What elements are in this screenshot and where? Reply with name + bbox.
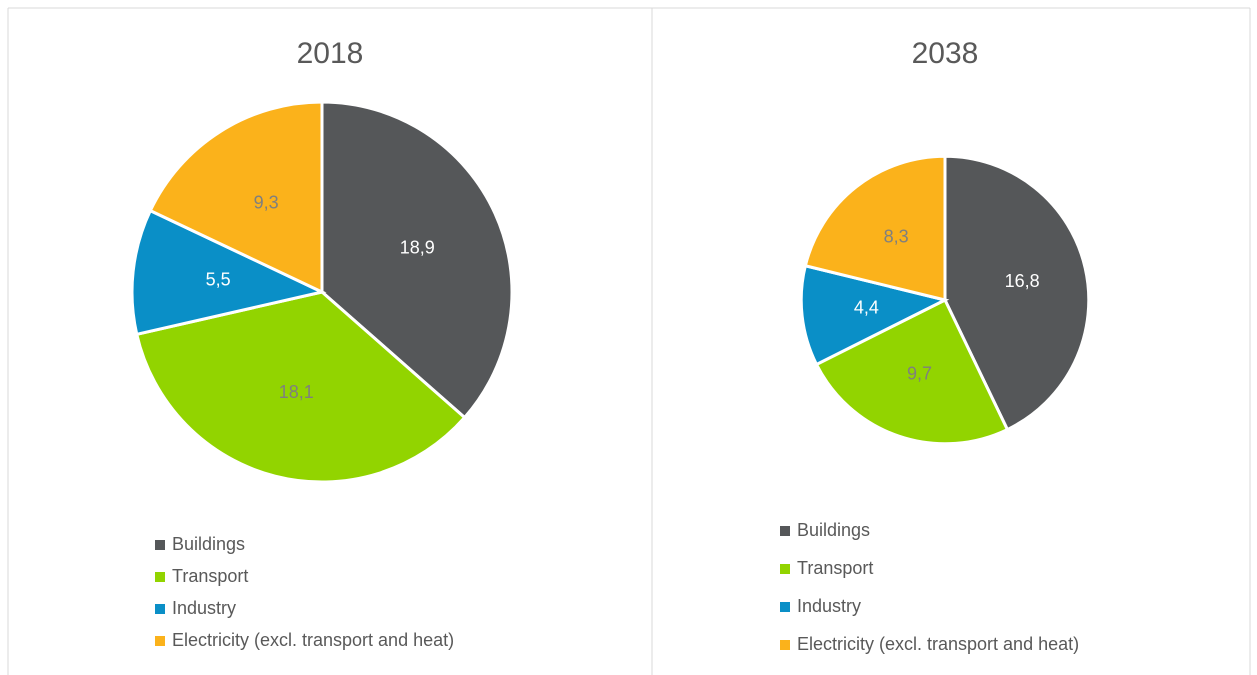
- legend-text: Buildings: [172, 534, 245, 554]
- legend-swatch: [780, 640, 790, 650]
- pie-slice: [148, 100, 324, 295]
- legend-swatch: [780, 564, 790, 574]
- legend-swatch: [155, 572, 165, 582]
- legend-text: Electricity (excl. transport and heat): [797, 634, 1079, 654]
- pie-slice: [814, 297, 1010, 446]
- legend-swatch: [780, 526, 790, 536]
- data-label: 9,7: [907, 364, 932, 384]
- data-label: 18,9: [400, 238, 435, 258]
- pie-slice: [799, 263, 950, 367]
- pie-slice: [803, 154, 947, 302]
- chart-title: 2018: [297, 37, 364, 70]
- data-label: 16,8: [1005, 271, 1040, 291]
- data-label: 8,3: [884, 227, 909, 247]
- legend-swatch: [780, 602, 790, 612]
- legend-text: Industry: [172, 598, 236, 618]
- data-label: 5,5: [206, 269, 231, 289]
- legend-swatch: [155, 540, 165, 550]
- pie-slice: [130, 208, 327, 337]
- pie-slice: [320, 100, 514, 420]
- data-label: 4,4: [854, 298, 879, 318]
- legend-text: Buildings: [797, 520, 870, 540]
- legend-swatch: [155, 636, 165, 646]
- data-label: 9,3: [254, 192, 279, 212]
- pie-slice: [134, 290, 467, 484]
- pie-slice: [943, 154, 1091, 432]
- panel-borders: [7, 7, 1251, 675]
- legend-text: Electricity (excl. transport and heat): [172, 630, 454, 650]
- data-label: 18,1: [279, 382, 314, 402]
- chart-title: 2038: [912, 37, 979, 70]
- legend-text: Transport: [797, 558, 873, 578]
- legend-swatch: [155, 604, 165, 614]
- legend-text: Transport: [172, 566, 248, 586]
- legend-text: Industry: [797, 596, 861, 616]
